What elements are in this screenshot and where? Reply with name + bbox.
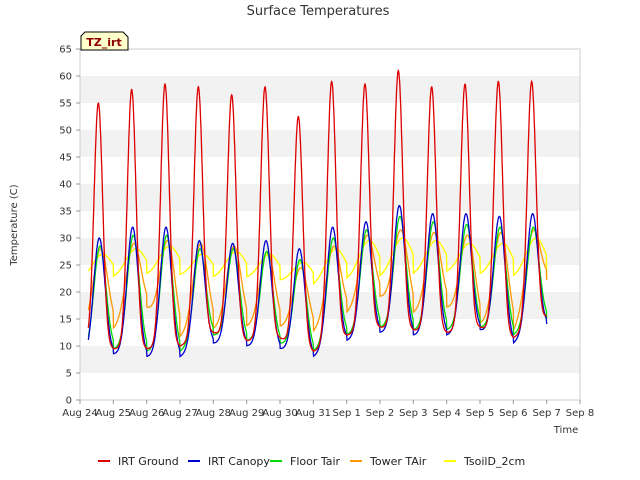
- y-tick-label: 40: [59, 180, 72, 191]
- grid-band: [80, 292, 580, 319]
- x-tick-label: Sep 2: [366, 408, 394, 419]
- x-tick-label: Sep 1: [332, 408, 360, 419]
- x-tick-label: Aug 31: [296, 408, 331, 419]
- y-tick-label: 25: [59, 261, 72, 272]
- grid-band: [80, 184, 580, 211]
- legend-label: IRT Canopy: [208, 455, 270, 468]
- site-tag-box: [80, 31, 129, 51]
- x-tick-label: Sep 6: [499, 408, 527, 419]
- x-tick-label: Sep 3: [399, 408, 427, 419]
- y-tick-label: 50: [59, 126, 72, 137]
- y-tick-label: 65: [59, 45, 72, 56]
- legend-label: TsoilD_2cm: [463, 455, 525, 468]
- legend: IRT Ground IRT Canopy Floor Tair Tower TAir…: [98, 455, 525, 468]
- series-layer: [87, 69, 548, 359]
- y-tick-label: 0: [66, 396, 72, 407]
- x-tick-label: Aug 25: [96, 408, 131, 419]
- x-tick-label: Sep 7: [532, 408, 560, 419]
- x-axis-title: Time: [553, 425, 578, 436]
- site-tag: TZ_irt: [80, 31, 129, 51]
- x-tick-label: Aug 24: [62, 408, 97, 419]
- site-tag-label: TZ_irt: [86, 36, 121, 49]
- plot-frame: [79, 48, 581, 401]
- y-tick-label: 55: [59, 99, 72, 110]
- y-tick-label: 15: [59, 315, 72, 326]
- x-tick-label: Sep 4: [432, 408, 460, 419]
- x-tick-label: Aug 26: [129, 408, 164, 419]
- legend-label: IRT Ground: [118, 455, 179, 468]
- x-tick-label: Sep 8: [566, 408, 594, 419]
- legend-label: Tower TAir: [369, 455, 427, 468]
- y-tick-label: 5: [66, 369, 72, 380]
- grid-band: [80, 346, 580, 373]
- y-tick-label: 45: [59, 153, 72, 164]
- x-tick-label: Aug 30: [262, 408, 297, 419]
- x-tick-label: Aug 29: [229, 408, 264, 419]
- grid-band: [80, 130, 580, 157]
- y-tick-label: 10: [59, 342, 72, 353]
- x-tick-label: Aug 27: [162, 408, 197, 419]
- y-tick-label: 20: [59, 288, 72, 299]
- y-tick-label: 35: [59, 207, 72, 218]
- series-line-irt-canopy: [87, 204, 548, 359]
- legend-label: Floor Tair: [290, 455, 341, 468]
- x-tick-label: Aug 28: [196, 408, 231, 419]
- y-tick-label: 60: [59, 72, 72, 83]
- chart-title: Surface Temperatures: [247, 4, 390, 19]
- series-line-irt-ground: [87, 69, 548, 352]
- y-tick-label: 30: [59, 234, 72, 245]
- y-axis-ticks: 0 5 10 15 20 25 30 35 40 45 50 55 60 65: [59, 45, 80, 407]
- y-axis-title: Temperature (C): [9, 184, 20, 266]
- x-tick-label: Sep 5: [466, 408, 494, 419]
